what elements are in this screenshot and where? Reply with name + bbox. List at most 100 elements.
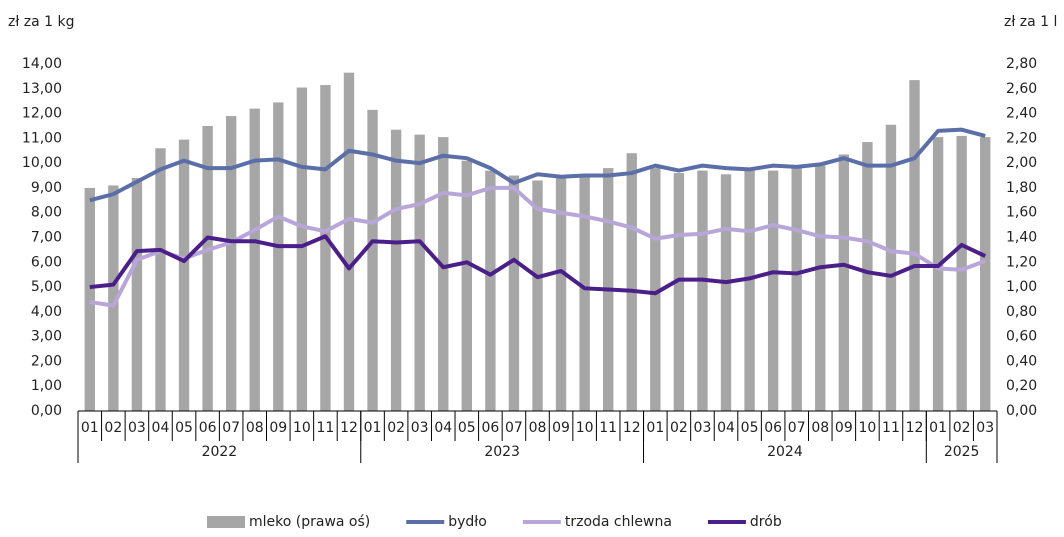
y-tick-label: 0,00 <box>31 403 62 419</box>
bar <box>320 85 331 411</box>
x-tick-label: 02 <box>670 420 688 436</box>
y-tick-label: 9,00 <box>31 180 62 196</box>
legend-label: drób <box>750 514 782 530</box>
bar <box>956 135 967 411</box>
x-tick-label: 12 <box>906 420 924 436</box>
x-tick-label: 01 <box>364 420 382 436</box>
x-tick-label: 05 <box>175 420 193 436</box>
y2-tick-label: 1,80 <box>1006 180 1037 196</box>
bar <box>390 129 402 412</box>
legend-label: trzoda chlewna <box>565 514 672 530</box>
bar <box>367 109 378 411</box>
x-tick-label: 07 <box>222 420 240 436</box>
y2-tick-label: 0,00 <box>1006 403 1037 419</box>
line-series <box>89 234 987 296</box>
y-tick-label: 4,00 <box>31 304 62 320</box>
y2-tick-label: 2,20 <box>1006 130 1037 146</box>
y-tick-label: 1,00 <box>31 378 62 394</box>
bar <box>815 165 826 411</box>
x-tick-label: 06 <box>764 420 782 436</box>
y2-tick-label: 0,80 <box>1006 304 1037 320</box>
y2-tick-label: 0,40 <box>1006 353 1037 369</box>
y-tick-label: 8,00 <box>31 205 62 221</box>
y2-tick-label: 1,60 <box>1006 205 1037 221</box>
x-tick-label: 11 <box>317 420 335 436</box>
x-tick-label: 02 <box>104 420 122 436</box>
x-tick-label: 08 <box>246 420 264 436</box>
bar <box>178 139 190 411</box>
x-tick-label: 07 <box>788 420 806 436</box>
y2-tick-label: 2,40 <box>1006 106 1037 122</box>
bar <box>909 80 920 411</box>
y2-tick-label: 1,20 <box>1006 254 1037 270</box>
bar <box>862 142 873 411</box>
bar <box>414 134 425 411</box>
x-tick-label: 09 <box>269 420 287 436</box>
bar <box>249 108 260 411</box>
x-tick-label: 02 <box>387 420 405 436</box>
y-tick-label: 6,00 <box>31 254 62 270</box>
y2-tick-label: 1,00 <box>1006 279 1037 295</box>
bar <box>508 175 520 411</box>
bar <box>225 116 237 412</box>
legend-swatch <box>207 516 245 528</box>
bar <box>838 154 850 412</box>
bar <box>532 180 543 411</box>
y-tick-label: 14,00 <box>22 56 62 72</box>
x-tick-label: 10 <box>293 420 311 436</box>
y-tick-label: 12,00 <box>22 106 62 122</box>
bar <box>485 170 496 411</box>
x-tick-label: 05 <box>741 420 759 436</box>
x-tick-label: 10 <box>576 420 594 436</box>
x-tick-label: 01 <box>929 420 947 436</box>
group-label: 2024 <box>767 444 803 460</box>
x-tick-label: 02 <box>953 420 971 436</box>
bar <box>108 185 119 411</box>
y-tick-label: 11,00 <box>22 130 62 146</box>
y-tick-label: 2,00 <box>31 353 62 369</box>
legend-label: bydło <box>448 514 487 530</box>
group-label: 2025 <box>944 444 980 460</box>
bar <box>296 87 308 412</box>
x-tick-label: 04 <box>717 420 735 436</box>
legend-label: mleko (prawa oś) <box>249 514 370 530</box>
x-tick-label: 07 <box>505 420 523 436</box>
line-series <box>89 185 986 308</box>
bar <box>461 160 472 411</box>
x-tick-label: 01 <box>646 420 664 436</box>
bar <box>555 178 567 411</box>
x-tick-label: 01 <box>81 420 99 436</box>
y2-tick-label: 1,40 <box>1006 230 1037 246</box>
bar <box>673 173 685 411</box>
x-tick-label: 04 <box>152 420 170 436</box>
x-tick-label: 06 <box>199 420 217 436</box>
x-tick-label: 10 <box>858 420 876 436</box>
y-tick-label: 7,00 <box>31 230 62 246</box>
bar <box>626 153 637 411</box>
y2-tick-label: 0,20 <box>1006 378 1037 394</box>
x-tick-label: 09 <box>835 420 853 436</box>
bar <box>980 137 991 411</box>
x-tick-label: 11 <box>599 420 617 436</box>
group-label: 2022 <box>202 444 238 460</box>
x-tick-label: 03 <box>411 420 429 436</box>
bar <box>273 102 284 412</box>
line-series <box>89 127 986 203</box>
bar <box>791 168 802 411</box>
bar <box>697 170 708 411</box>
bar <box>885 124 897 411</box>
x-tick-label: 06 <box>481 420 499 436</box>
y2-tick-label: 0,60 <box>1006 329 1037 345</box>
bar <box>650 168 661 411</box>
x-tick-label: 03 <box>128 420 146 436</box>
x-tick-label: 12 <box>340 420 358 436</box>
bar <box>579 175 590 411</box>
bar <box>720 174 732 411</box>
x-tick-label: 08 <box>811 420 829 436</box>
x-tick-label: 03 <box>694 420 712 436</box>
y2-axis-title: zł za 1 l <box>1004 14 1057 30</box>
x-tick-label: 11 <box>882 420 900 436</box>
y-tick-label: 13,00 <box>22 81 62 97</box>
bar <box>155 148 166 411</box>
